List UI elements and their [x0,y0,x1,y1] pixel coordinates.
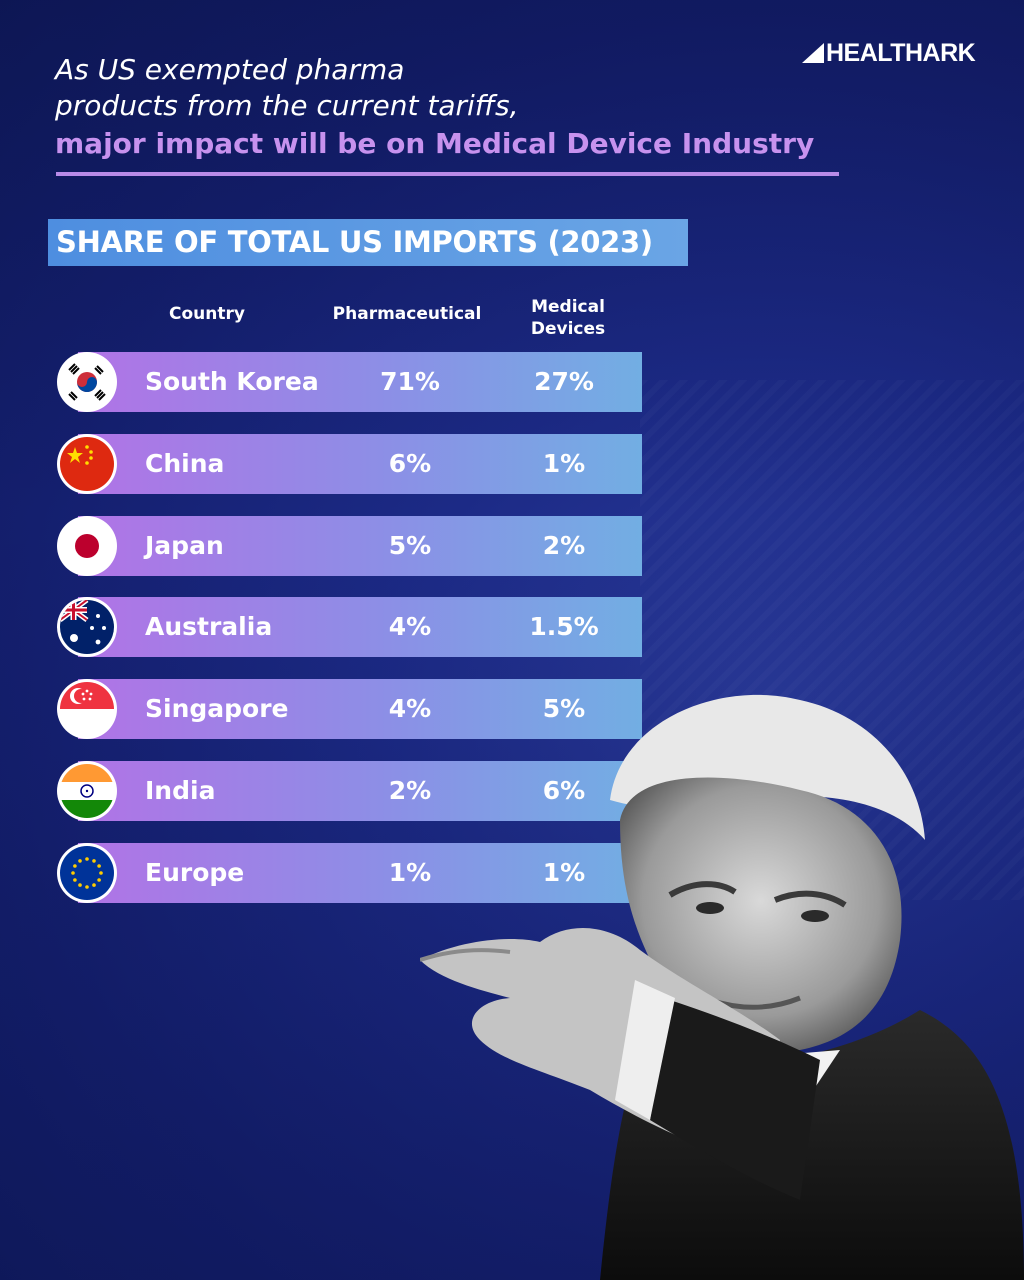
table-row [78,679,642,739]
table-row [78,761,642,821]
column-header-medical-line-2: Devices [530,319,606,339]
country-name: Japan [145,531,224,560]
medical-devices-value: 1% [542,449,586,478]
pharmaceutical-value: 1% [388,858,432,887]
country-name: Singapore [145,694,289,723]
headline: As US exempted pharma products from the … [55,52,855,164]
pointing-man-photo [420,694,1024,1280]
table-row [78,597,642,657]
chart-title: SHARE OF TOTAL US IMPORTS (2023) [48,219,688,266]
south-korea-flag-icon [60,355,114,409]
pharmaceutical-value: 6% [388,449,432,478]
column-header-pharmaceutical: Pharmaceutical [332,304,482,324]
india-flag-icon [60,764,114,818]
table-row [78,516,642,576]
column-header-medical-line-1: Medical [531,297,605,317]
china-flag-icon [60,437,114,491]
pharmaceutical-value: 2% [388,776,432,805]
country-name: China [145,449,225,478]
headline-highlight: major impact will be on Medical Device I… [55,127,815,160]
country-name: South Korea [145,367,319,396]
medical-devices-value: 1% [542,858,586,887]
headline-underline [56,172,839,176]
medical-devices-value: 2% [542,531,586,560]
pharmaceutical-value: 4% [388,694,432,723]
table-row [78,434,642,494]
medical-devices-value: 5% [542,694,586,723]
logo-text: HEALTHARK [826,38,976,67]
table-row [78,352,642,412]
country-name: India [145,776,216,805]
japan-flag-icon [60,519,114,573]
medical-devices-value: 6% [542,776,586,805]
eu-flag-icon [60,846,114,900]
pharmaceutical-value: 5% [388,531,432,560]
singapore-flag-icon [60,682,114,736]
headline-line-2: products from the current tariffs, [55,89,519,122]
headline-line-1: As US exempted pharma [55,53,405,86]
column-header-country: Country [169,304,245,324]
healthark-logo: HEALTHARK [802,36,992,70]
column-header-medical-devices: Medical Devices [508,296,628,340]
medical-devices-value: 27% [534,367,594,396]
table-row [78,843,642,903]
country-name: Australia [145,612,273,641]
country-name: Europe [145,858,245,887]
medical-devices-value: 1.5% [529,612,599,641]
pharmaceutical-value: 71% [380,367,440,396]
australia-flag-icon [60,600,114,654]
pharmaceutical-value: 4% [388,612,432,641]
logo-triangle-icon [802,43,824,63]
